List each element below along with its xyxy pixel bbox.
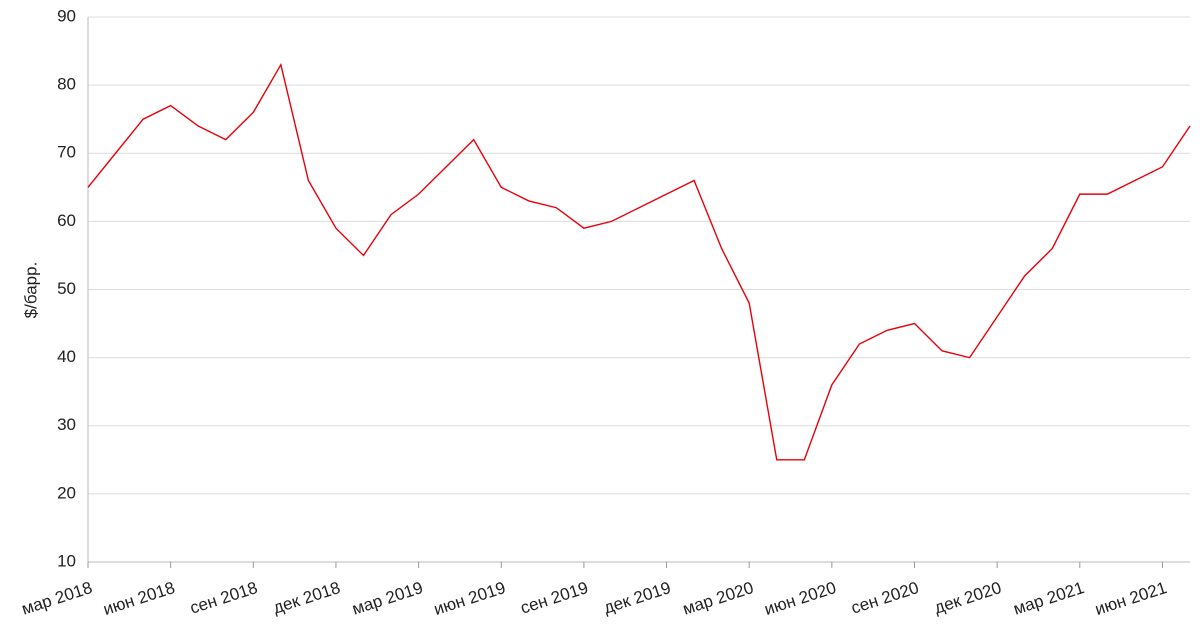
y-tick-label: 40 [57,347,76,366]
x-tick-label: дек 2019 [601,578,673,618]
x-tick-label: дек 2018 [271,578,343,618]
y-tick-label: 80 [57,75,76,94]
y-tick-label: 20 [57,483,76,502]
x-tick-label: июн 2019 [431,578,507,619]
x-tick-label: сен 2019 [518,578,590,618]
y-tick-label: 70 [57,143,76,162]
x-tick-label: июн 2021 [1093,578,1169,619]
x-tick-label: июн 2018 [101,578,177,619]
x-tick-label: сен 2018 [188,578,260,618]
x-tick-label: сен 2020 [849,578,921,618]
x-tick-label: дек 2020 [932,578,1004,618]
y-tick-label: 10 [57,551,76,570]
y-axis-label: $/барр. [21,262,40,319]
x-tick-label: мар 2018 [19,578,94,619]
price-line [87,62,1191,461]
x-tick-label: мар 2021 [1011,578,1086,619]
x-tick-label: мар 2020 [680,578,755,619]
y-tick-label: 50 [57,279,76,298]
y-tick-label: 30 [57,415,76,434]
y-tick-label: 90 [57,6,76,25]
x-tick-label: мар 2019 [350,578,425,619]
y-tick-label: 60 [57,211,76,230]
x-tick-label: июн 2020 [762,578,838,619]
